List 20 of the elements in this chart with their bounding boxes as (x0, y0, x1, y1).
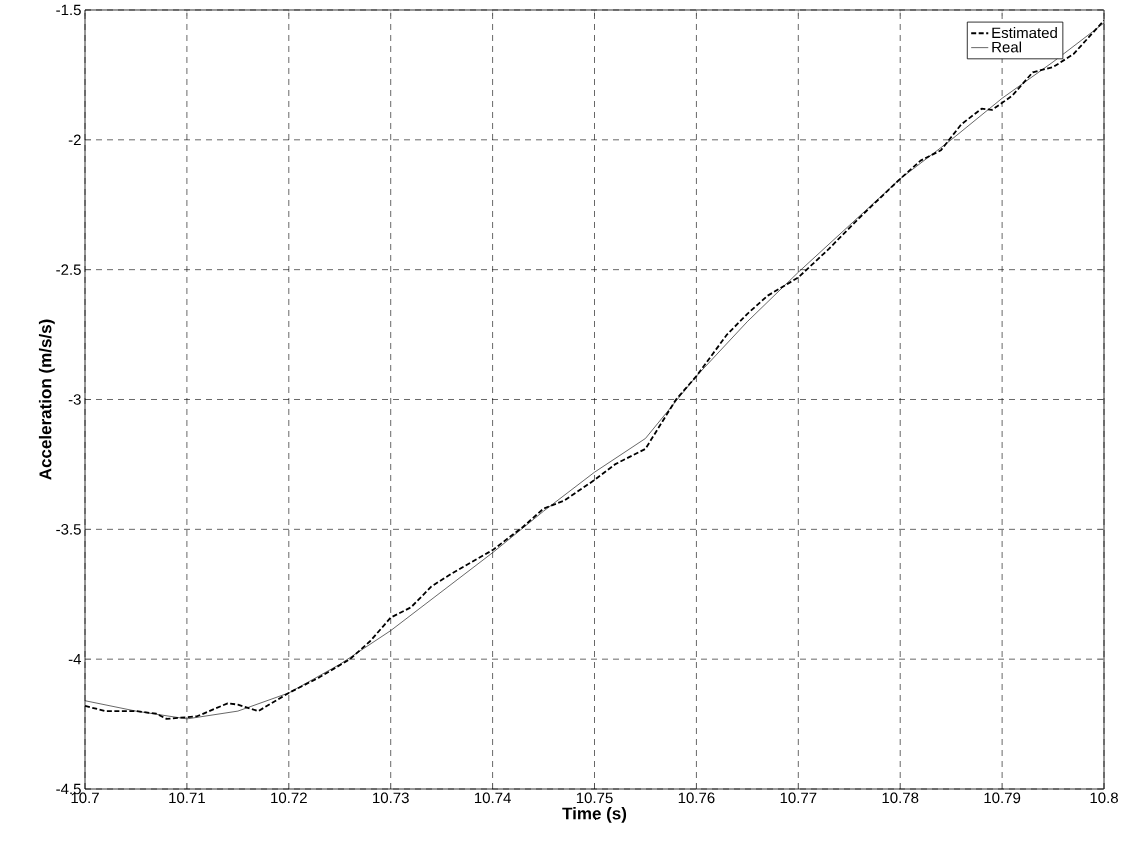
x-tick-label: 10.76 (678, 792, 715, 804)
x-tick-label: 10.8 (1090, 792, 1118, 804)
x-tick-label: 10.74 (474, 792, 511, 804)
x-axis-title: Time (s) (562, 807, 627, 823)
x-tick-label: 10.77 (780, 792, 817, 804)
y-tick-label: -2.5 (56, 264, 81, 275)
x-tick-label: 10.73 (373, 792, 409, 804)
y-tick-label: -1.5 (56, 4, 81, 16)
legend-label: Estimated (992, 27, 1057, 39)
x-tick-label: 10.79 (984, 792, 1021, 804)
x-tick-label: 10.71 (169, 792, 205, 804)
y-tick-label: -4 (68, 654, 82, 665)
x-tick-label: 10.72 (271, 792, 307, 804)
x-tick-label: 10.78 (882, 792, 919, 804)
legend-label: Real (992, 41, 1021, 53)
y-tick-label: -3.5 (56, 524, 81, 535)
x-tick-label: 10.75 (576, 792, 613, 804)
y-tick-label: -2 (68, 134, 81, 146)
y-tick-label: -3 (68, 394, 81, 405)
y-axis-title: Acceleration (m/s/s) (38, 319, 55, 480)
